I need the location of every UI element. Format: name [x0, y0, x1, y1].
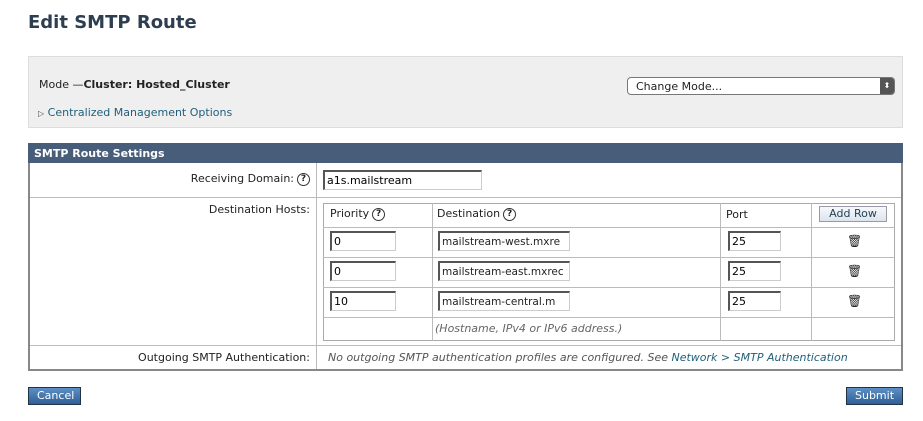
- outgoing-auth-label: Outgoing SMTP Authentication:: [138, 351, 310, 364]
- port-input[interactable]: [728, 231, 781, 251]
- mode-label: Mode —Cluster: Hosted_Cluster: [39, 78, 230, 91]
- priority-input[interactable]: [330, 261, 396, 281]
- port-input[interactable]: [728, 291, 781, 311]
- destination-hint: (Hostname, IPv4 or IPv6 address.): [435, 322, 623, 335]
- trash-icon[interactable]: 🗑: [847, 234, 863, 248]
- destination-hosts-table: [323, 203, 895, 341]
- outgoing-auth-text: No outgoing SMTP authentication profiles…: [328, 351, 848, 364]
- help-icon[interactable]: ?: [503, 207, 517, 221]
- destination-input[interactable]: mailstream-central.m: [438, 291, 570, 311]
- smtp-authentication-link[interactable]: Network > SMTP Authentication: [671, 351, 848, 364]
- port-header: Port: [726, 208, 748, 221]
- destination-input[interactable]: mailstream-east.mxrec: [438, 261, 570, 281]
- centralized-management-toggle[interactable]: ▷ Centralized Management Options: [38, 106, 233, 119]
- triangle-right-icon: ▷: [38, 109, 45, 118]
- submit-button[interactable]: Submit: [846, 387, 903, 405]
- help-icon[interactable]: ?: [372, 207, 386, 221]
- select-arrows-icon: ⬍: [880, 78, 894, 94]
- smtp-route-settings-panel: [28, 143, 903, 371]
- priority-input[interactable]: [330, 291, 396, 311]
- cancel-button[interactable]: Cancel: [28, 387, 81, 405]
- trash-icon[interactable]: 🗑: [847, 264, 863, 278]
- priority-header: Priority?: [330, 207, 386, 221]
- receiving-domain-input[interactable]: [323, 170, 482, 190]
- port-input[interactable]: [728, 261, 781, 281]
- destination-input[interactable]: mailstream-west.mxre: [438, 231, 570, 251]
- help-icon[interactable]: ?: [297, 172, 310, 186]
- receiving-domain-label: Receiving Domain:?: [30, 172, 310, 186]
- destination-header: Destination?: [437, 207, 517, 221]
- section-header: SMTP Route Settings: [28, 143, 903, 163]
- add-row-button[interactable]: Add Row: [819, 206, 887, 222]
- destination-hosts-label: Destination Hosts:: [208, 203, 310, 216]
- mode-value: Cluster: Hosted_Cluster: [83, 78, 230, 91]
- priority-input[interactable]: [330, 231, 396, 251]
- page-title: Edit SMTP Route: [28, 12, 197, 33]
- change-mode-select[interactable]: Change Mode... ⬍: [627, 77, 895, 95]
- trash-icon[interactable]: 🗑: [847, 294, 863, 308]
